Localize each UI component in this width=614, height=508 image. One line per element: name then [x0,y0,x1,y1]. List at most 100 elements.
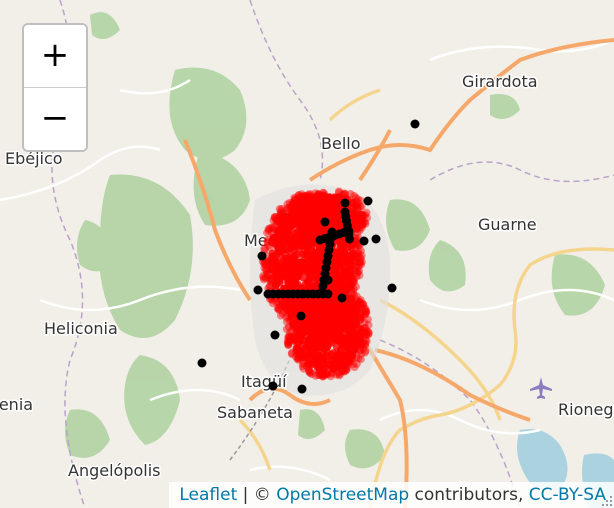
density-point [339,323,348,332]
license-link[interactable]: CC-BY-SA [528,485,606,505]
density-point [260,244,269,253]
density-point [322,368,331,377]
density-point [338,281,347,290]
density-point [361,307,370,316]
density-point [352,292,361,301]
density-point [353,267,362,276]
density-point [331,320,340,329]
density-point [294,302,303,311]
density-point [291,195,300,204]
density-point [304,367,313,376]
density-point [272,215,281,224]
density-point [355,266,363,275]
density-point [275,225,284,234]
density-point [346,190,355,198]
marker-point[interactable] [268,381,278,391]
density-point [358,221,367,230]
marker-point[interactable] [296,311,306,321]
density-point [355,271,364,280]
density-point [275,306,283,314]
density-point [274,243,283,252]
density-point [357,325,366,334]
density-point [364,328,373,337]
density-point [259,275,268,284]
density-point [362,307,371,316]
density-point [279,234,288,243]
leaflet-link[interactable]: Leaflet [179,485,238,505]
density-point [352,272,361,281]
density-point [270,213,279,221]
density-point [289,202,298,211]
marker-point[interactable] [320,217,330,227]
density-point [319,372,328,381]
density-point [285,198,294,207]
density-point [272,270,281,279]
density-point [335,370,344,379]
density-point [339,277,348,286]
density-point [278,309,287,318]
density-point [329,365,338,374]
density-point [264,241,273,250]
density-point [271,213,280,222]
place-label-armenia: Armenia [0,395,33,414]
density-point [338,251,347,260]
marker-point[interactable] [257,251,267,261]
density-point [348,253,357,261]
density-point [334,187,343,196]
marker-point[interactable] [197,358,207,368]
density-point [264,269,273,278]
density-point [364,321,373,330]
density-point [306,325,315,334]
marker-point[interactable] [363,196,373,206]
density-point [259,271,268,280]
place-label-ebejico: Ebéjico [5,149,63,168]
density-point [357,342,366,351]
density-point [297,190,306,199]
density-point [294,212,303,221]
density-point [307,370,316,378]
density-point [284,339,293,348]
marker-point[interactable] [270,330,280,340]
density-point [264,265,273,274]
marker-point[interactable] [323,275,333,285]
density-point [272,297,281,306]
zoom-out-button[interactable]: − [24,87,86,150]
density-point [312,192,320,201]
zoom-in-button[interactable]: + [24,25,86,87]
place-label-heliconia: Heliconia [44,319,118,338]
density-point [362,308,371,317]
marker-point[interactable] [410,119,420,129]
marker-point[interactable] [345,234,354,244]
marker-point[interactable] [359,236,369,246]
marker-point[interactable] [337,293,347,303]
density-point [283,200,292,209]
marker-point[interactable] [253,285,263,295]
density-point [296,193,304,202]
place-label-girardota: Girardota [462,72,538,91]
density-point [298,192,307,201]
openstreetmap-link[interactable]: OpenStreetMap [276,485,410,505]
density-point [327,213,336,222]
density-point [358,300,366,309]
place-label-guarne: Guarne [478,215,537,234]
marker-point[interactable] [297,384,307,394]
density-point [283,336,292,345]
density-point [267,223,276,232]
density-point [282,325,291,334]
density-point [295,241,304,250]
marker-point[interactable] [387,283,397,293]
density-point [306,220,315,229]
density-point [297,352,306,361]
admin-borders [51,0,614,508]
density-point [310,212,319,221]
density-point [357,212,366,221]
density-point [359,344,368,353]
place-label-sabaneta: Sabaneta [217,403,293,422]
marker-point[interactable] [340,198,350,208]
density-point [329,311,337,320]
marker-point[interactable] [371,234,381,244]
density-point [318,328,327,337]
density-point [339,351,348,360]
density-point [357,349,366,358]
